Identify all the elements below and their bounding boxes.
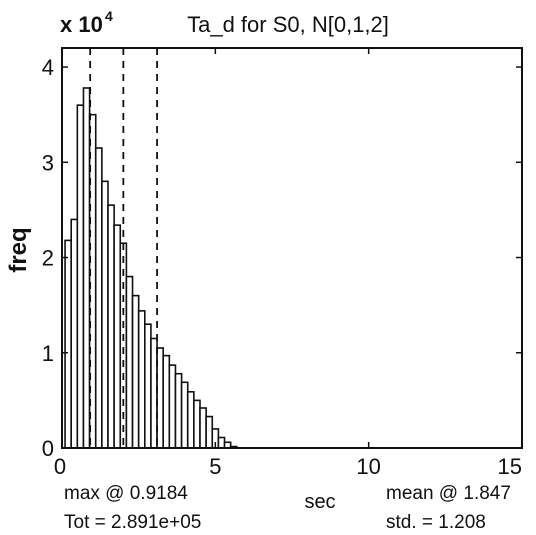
x-axis-label: sec bbox=[304, 491, 335, 513]
chart-title: Ta_d for S0, N[0,1,2] bbox=[187, 12, 389, 37]
histogram-bar bbox=[156, 347, 164, 449]
tot-annotation: Tot = 2.891e+05 bbox=[64, 512, 201, 533]
histogram-bar bbox=[162, 354, 171, 449]
x-tick-label: 5 bbox=[209, 454, 221, 479]
histogram-bar bbox=[144, 323, 152, 449]
histogram-bar bbox=[94, 147, 103, 449]
histogram-bar bbox=[217, 436, 226, 449]
histogram-bar bbox=[125, 275, 134, 449]
histogram-bar bbox=[113, 224, 122, 449]
x-tick-label: 0 bbox=[54, 454, 66, 479]
y-multiplier-exponent: 4 bbox=[105, 8, 113, 24]
histogram-bar bbox=[205, 415, 214, 449]
histogram-bar bbox=[168, 364, 177, 449]
histogram-bar bbox=[76, 104, 85, 449]
y-tick-label: 3 bbox=[42, 150, 54, 175]
y-ticks: 0 1 2 3 4 bbox=[42, 55, 522, 461]
x-tick-label: 10 bbox=[356, 454, 380, 479]
histogram-bars bbox=[64, 87, 238, 449]
axes-box bbox=[61, 47, 523, 449]
histogram-bar bbox=[70, 218, 79, 449]
max-annotation: max @ 0.9184 bbox=[64, 483, 188, 504]
y-tick-label: 1 bbox=[42, 341, 54, 366]
x-ticks: 0 5 10 15 bbox=[54, 48, 523, 479]
y-tick-label: 0 bbox=[42, 436, 54, 461]
mean-annotation: mean @ 1.847 bbox=[386, 483, 511, 504]
x-tick-label: 15 bbox=[498, 454, 522, 479]
histogram-bar bbox=[101, 180, 109, 449]
reference-lines bbox=[89, 48, 158, 448]
histogram-bar bbox=[131, 294, 140, 449]
y-tick-label: 2 bbox=[42, 246, 54, 271]
histogram-bar bbox=[180, 381, 189, 449]
histogram-bar bbox=[174, 372, 183, 449]
histogram-bar bbox=[64, 239, 72, 449]
std-annotation: std. = 1.208 bbox=[386, 512, 486, 533]
y-multiplier: x 10 bbox=[60, 12, 103, 37]
histogram-bar bbox=[137, 310, 146, 449]
histogram-bar bbox=[199, 407, 207, 449]
histogram-bar bbox=[150, 337, 158, 449]
histogram-bar bbox=[82, 87, 91, 449]
histogram-bar bbox=[186, 391, 195, 449]
y-axis-label: freq bbox=[5, 227, 32, 272]
histogram-bar bbox=[193, 399, 201, 449]
y-tick-label: 4 bbox=[42, 55, 54, 80]
histogram-bar bbox=[107, 204, 115, 449]
histogram-bar bbox=[88, 113, 97, 449]
